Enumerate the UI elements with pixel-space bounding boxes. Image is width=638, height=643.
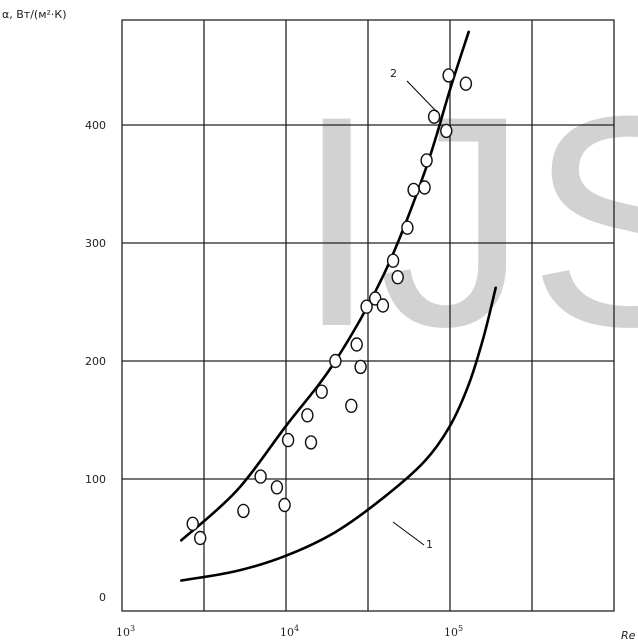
data-point	[418, 180, 431, 195]
grid	[121, 19, 615, 612]
data-point	[270, 480, 284, 495]
data-point	[315, 384, 328, 399]
data-point	[427, 109, 441, 124]
data-point	[442, 68, 455, 83]
curve-2	[180, 30, 470, 542]
data-point	[193, 530, 207, 546]
data-point	[281, 432, 295, 448]
data-point	[301, 408, 314, 423]
y-tick-label: 0	[99, 591, 106, 604]
data-point	[440, 123, 453, 139]
curve-label-2: 2	[390, 67, 397, 80]
y-tick-label: 300	[85, 237, 106, 250]
curves	[180, 30, 497, 582]
data-points	[186, 68, 473, 546]
leader-line-2	[406, 80, 438, 113]
data-point	[345, 398, 358, 413]
x-tick-label: 105	[444, 624, 463, 639]
labels: 1 2 0 100 200 300 400 103 104 105	[85, 67, 463, 639]
data-point	[254, 469, 267, 484]
data-point	[401, 220, 414, 235]
data-point	[304, 435, 318, 450]
leader-line-1	[392, 521, 425, 546]
y-axis-label: α, Вт/(м²·К)	[2, 8, 67, 21]
curve-1	[180, 286, 497, 582]
data-point	[459, 76, 473, 91]
y-tick-label: 100	[85, 473, 106, 486]
data-point	[360, 299, 373, 314]
watermark: IJS	[295, 53, 638, 389]
y-tick-label: 400	[85, 119, 106, 132]
data-point	[391, 270, 404, 285]
x-axis-label: Re	[621, 629, 636, 642]
x-tick-label: 103	[116, 624, 135, 639]
x-tick-label: 104	[280, 624, 299, 639]
data-point	[237, 503, 250, 519]
data-point	[350, 337, 363, 352]
data-point	[386, 253, 400, 268]
data-point	[420, 153, 433, 168]
data-point	[354, 359, 367, 375]
curve-label-1: 1	[426, 538, 433, 551]
data-point	[376, 298, 390, 313]
data-point	[186, 516, 199, 531]
data-point	[329, 353, 342, 369]
data-point	[407, 182, 420, 198]
y-tick-label: 200	[85, 355, 106, 368]
data-point	[278, 497, 291, 513]
